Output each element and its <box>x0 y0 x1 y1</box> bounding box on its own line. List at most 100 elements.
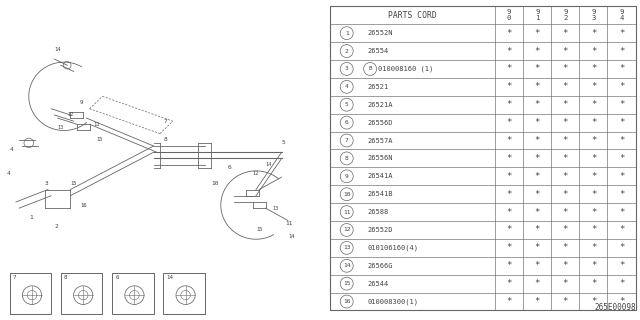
Text: 4: 4 <box>620 15 624 21</box>
Text: *: * <box>563 279 568 288</box>
Text: *: * <box>534 297 540 306</box>
Text: *: * <box>619 29 624 38</box>
Text: 4: 4 <box>345 84 349 89</box>
Text: 010008300(1): 010008300(1) <box>367 298 418 305</box>
Text: 15: 15 <box>70 181 77 186</box>
Text: *: * <box>506 29 512 38</box>
Text: 14: 14 <box>54 47 61 52</box>
Text: *: * <box>619 244 624 252</box>
Text: 26556N: 26556N <box>367 156 392 161</box>
Text: *: * <box>534 100 540 109</box>
Text: *: * <box>506 172 512 181</box>
Text: *: * <box>534 226 540 235</box>
Text: *: * <box>591 100 596 109</box>
Text: *: * <box>591 118 596 127</box>
Text: 9: 9 <box>80 100 83 105</box>
Text: 2: 2 <box>563 15 568 21</box>
Text: *: * <box>506 208 512 217</box>
Text: *: * <box>591 208 596 217</box>
Text: 8: 8 <box>345 156 349 161</box>
Text: 4: 4 <box>10 147 13 152</box>
Text: *: * <box>619 46 624 56</box>
Text: *: * <box>506 297 512 306</box>
Text: 13: 13 <box>343 245 351 250</box>
Text: *: * <box>591 29 596 38</box>
Text: 2: 2 <box>345 49 349 53</box>
Text: *: * <box>619 172 624 181</box>
Text: *: * <box>591 297 596 306</box>
Text: *: * <box>619 82 624 91</box>
Text: *: * <box>506 279 512 288</box>
Text: *: * <box>563 208 568 217</box>
Text: *: * <box>619 279 624 288</box>
Text: *: * <box>506 118 512 127</box>
Bar <box>112 273 154 314</box>
Text: 10: 10 <box>211 181 219 186</box>
Text: 26556D: 26556D <box>367 120 392 126</box>
Text: *: * <box>534 244 540 252</box>
Text: *: * <box>563 82 568 91</box>
Text: *: * <box>506 190 512 199</box>
Text: B: B <box>369 67 372 71</box>
Text: *: * <box>619 64 624 73</box>
Text: *: * <box>563 226 568 235</box>
Text: *: * <box>506 46 512 56</box>
Text: *: * <box>563 261 568 270</box>
Text: 010106160(4): 010106160(4) <box>367 244 418 251</box>
Text: 3: 3 <box>345 67 349 71</box>
Text: 1: 1 <box>535 15 540 21</box>
Text: 8: 8 <box>163 137 167 142</box>
Text: *: * <box>563 100 568 109</box>
Text: *: * <box>534 64 540 73</box>
Text: 12: 12 <box>253 172 259 177</box>
Text: 4: 4 <box>6 172 10 177</box>
Text: *: * <box>506 261 512 270</box>
Text: *: * <box>591 46 596 56</box>
Text: 9: 9 <box>535 9 540 15</box>
Text: *: * <box>506 136 512 145</box>
Text: 10: 10 <box>343 192 351 197</box>
Text: *: * <box>534 46 540 56</box>
Text: *: * <box>619 208 624 217</box>
Text: *: * <box>619 154 624 163</box>
Text: 26552D: 26552D <box>367 227 392 233</box>
Text: *: * <box>563 64 568 73</box>
Text: *: * <box>619 261 624 270</box>
Text: 9: 9 <box>345 174 349 179</box>
Bar <box>10 273 51 314</box>
Text: 12: 12 <box>67 112 74 117</box>
Text: *: * <box>534 172 540 181</box>
Text: *: * <box>591 279 596 288</box>
Text: 15: 15 <box>96 137 102 142</box>
Text: 26557A: 26557A <box>367 138 392 143</box>
Text: 1: 1 <box>345 31 349 36</box>
Text: *: * <box>506 82 512 91</box>
Text: *: * <box>534 279 540 288</box>
Text: PARTS CORD: PARTS CORD <box>388 11 436 20</box>
Text: 1: 1 <box>29 215 33 220</box>
Text: 7: 7 <box>163 119 167 124</box>
Text: 6: 6 <box>115 275 118 280</box>
Text: 13: 13 <box>58 125 64 130</box>
Text: 0: 0 <box>507 15 511 21</box>
Text: 2: 2 <box>54 224 58 229</box>
Text: *: * <box>619 118 624 127</box>
Text: *: * <box>534 82 540 91</box>
Text: *: * <box>534 208 540 217</box>
Text: 26552N: 26552N <box>367 30 392 36</box>
Text: 26521: 26521 <box>367 84 388 90</box>
Text: *: * <box>619 136 624 145</box>
Text: 7: 7 <box>13 275 16 280</box>
Text: 26566G: 26566G <box>367 263 392 269</box>
Text: *: * <box>563 244 568 252</box>
Text: *: * <box>534 261 540 270</box>
Text: *: * <box>591 172 596 181</box>
Text: 7: 7 <box>345 138 349 143</box>
Text: *: * <box>563 297 568 306</box>
Text: 6: 6 <box>227 165 231 170</box>
Text: 16: 16 <box>80 203 86 208</box>
Text: *: * <box>506 244 512 252</box>
Text: *: * <box>563 190 568 199</box>
Text: 9: 9 <box>507 9 511 15</box>
Text: 26554: 26554 <box>367 48 388 54</box>
